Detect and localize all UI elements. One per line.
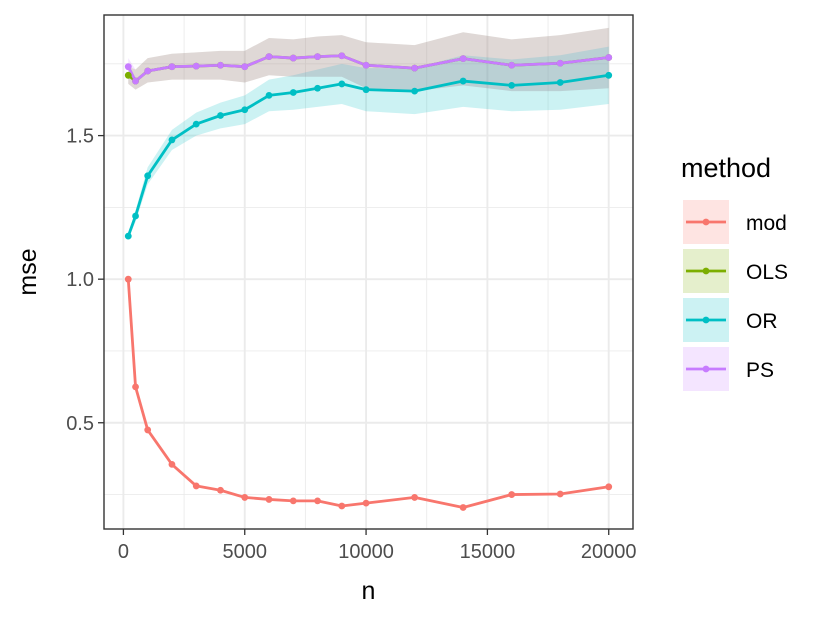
point-mod: [411, 494, 419, 501]
y-tick-label: 1.0: [66, 269, 94, 291]
point-mod: [124, 275, 132, 283]
point-OR: [132, 212, 139, 220]
legend-point-PS: [702, 365, 710, 373]
point-mod: [556, 490, 564, 498]
legend-label-PS: PS: [746, 359, 774, 382]
point-PS: [314, 53, 321, 61]
legend-label-OR: OR: [746, 310, 778, 333]
point-mod: [362, 499, 370, 507]
point-PS: [132, 77, 139, 85]
point-OR: [168, 136, 176, 144]
point-OR: [241, 106, 249, 114]
point-OR: [192, 120, 200, 128]
point-OR: [144, 172, 152, 180]
point-OR: [605, 71, 613, 79]
point-mod: [338, 502, 346, 510]
grid-lines: [104, 15, 633, 529]
point-OR: [124, 232, 132, 240]
point-mod: [168, 460, 176, 468]
x-tick-label: 15000: [460, 541, 516, 563]
x-tick-label: 5000: [222, 541, 267, 563]
band-OR: [128, 46, 609, 239]
band-OLS: [128, 27, 609, 92]
point-mod: [144, 426, 152, 434]
point-mod: [132, 383, 139, 391]
point-mod: [314, 497, 321, 505]
line-mod: [126, 279, 609, 509]
point-mod: [605, 483, 613, 491]
legend-label-OLS: OLS: [746, 261, 788, 284]
point-PS: [362, 61, 370, 69]
axis-ticks: 0 5000 10000 15000 20000 0.5 1.0 1.5: [66, 126, 636, 563]
point-OR: [289, 89, 297, 96]
confidence-bands: [128, 27, 609, 239]
point-OR: [556, 79, 564, 86]
point-OR: [508, 81, 516, 89]
point-mod: [289, 497, 297, 505]
point-mod: [241, 494, 249, 501]
y-tick-label: 1.5: [66, 126, 94, 148]
point-OR: [411, 87, 419, 95]
point-PS: [124, 63, 132, 71]
point-mod: [217, 486, 224, 494]
y-tick-label: 0.5: [66, 413, 94, 435]
point-mod: [508, 491, 516, 498]
legend: method mod OLS OR PS: [681, 153, 788, 391]
legend-point-OLS: [702, 267, 710, 275]
data-points: [124, 52, 613, 511]
point-mod: [459, 504, 467, 511]
point-PS: [605, 54, 613, 61]
point-PS: [265, 53, 273, 61]
point-mod: [192, 482, 200, 490]
point-PS: [556, 59, 564, 67]
point-PS: [192, 62, 200, 70]
point-PS: [168, 63, 176, 71]
point-OR: [362, 86, 370, 94]
point-OLS: [124, 71, 132, 79]
point-PS: [459, 55, 467, 63]
point-mod: [265, 496, 273, 503]
point-OR: [217, 112, 224, 119]
legend-point-OR: [702, 316, 710, 324]
point-PS: [338, 52, 346, 60]
point-PS: [289, 54, 297, 62]
x-tick-label: 0: [118, 541, 129, 563]
point-OR: [338, 80, 346, 88]
legend-label-mod: mod: [746, 212, 787, 235]
band-PS: [128, 27, 609, 92]
plot-panel-border: [103, 14, 634, 530]
legend-title: method: [681, 153, 771, 183]
point-PS: [411, 64, 419, 72]
x-tick-label: 10000: [338, 541, 394, 563]
x-axis-title: n: [362, 577, 376, 605]
point-OR: [265, 92, 273, 99]
point-PS: [217, 61, 224, 69]
point-PS: [144, 67, 152, 75]
series-lines: [126, 54, 609, 509]
point-OR: [459, 77, 467, 85]
point-PS: [508, 61, 516, 69]
x-tick-label: 20000: [581, 541, 637, 563]
point-PS: [241, 63, 249, 71]
y-axis-title: mse: [14, 248, 42, 295]
legend-point-mod: [702, 218, 710, 226]
point-OR: [314, 84, 321, 92]
